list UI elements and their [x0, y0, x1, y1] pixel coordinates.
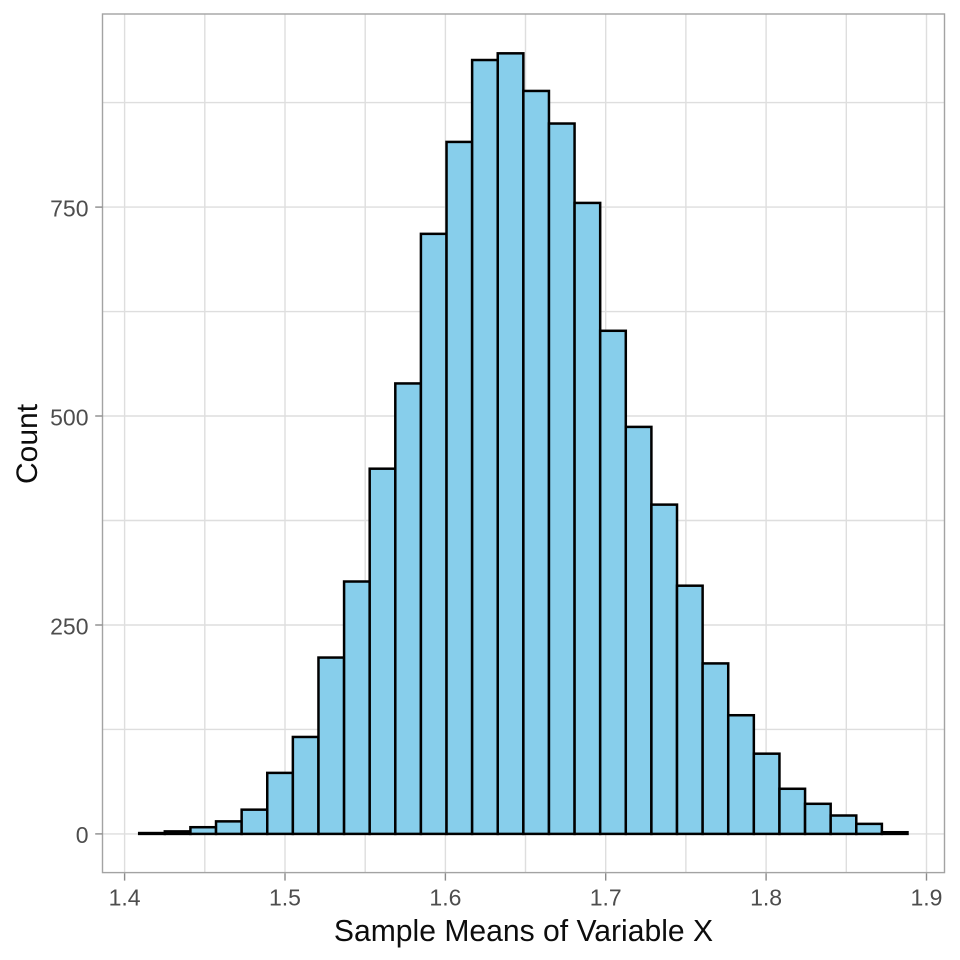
svg-text:1.9: 1.9: [911, 885, 943, 911]
svg-text:250: 250: [50, 613, 88, 639]
svg-text:1.4: 1.4: [109, 885, 141, 911]
svg-text:1.7: 1.7: [590, 885, 622, 911]
svg-text:1.6: 1.6: [429, 885, 461, 911]
svg-text:0: 0: [76, 822, 89, 848]
svg-text:Sample Means of Variable X: Sample Means of Variable X: [334, 915, 713, 948]
svg-text:500: 500: [50, 404, 88, 430]
svg-text:1.5: 1.5: [269, 885, 301, 911]
svg-text:Count: Count: [11, 403, 44, 484]
svg-text:1.8: 1.8: [750, 885, 782, 911]
svg-text:750: 750: [50, 195, 88, 221]
